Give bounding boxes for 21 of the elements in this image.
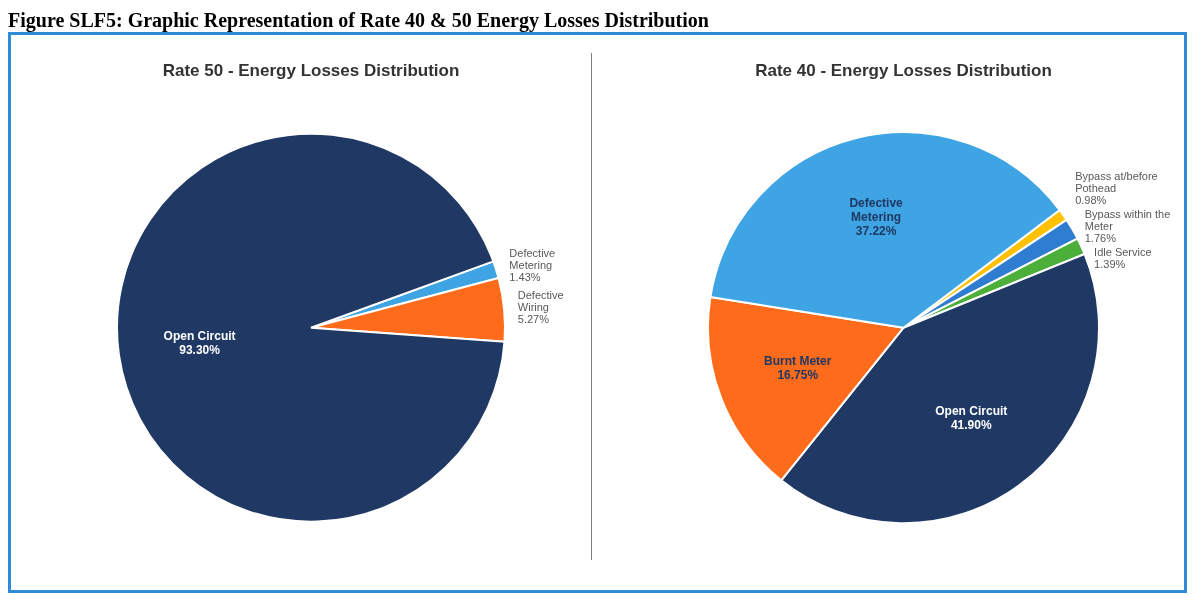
data-label: 93.30% <box>179 342 221 357</box>
slice-label: Defective Metering <box>509 247 556 272</box>
slice-label: Defective Metering <box>849 195 904 224</box>
data-label: 1.39% <box>1094 257 1126 270</box>
data-label: 5.27% <box>517 313 550 326</box>
data-label: 1.43% <box>509 271 541 284</box>
data-label: 41.90% <box>950 417 992 432</box>
slice-label: Bypass within the Meter <box>1084 207 1171 232</box>
slice-label: Burnt Meter <box>764 353 832 368</box>
data-label: 0.98% <box>1075 193 1107 206</box>
data-label: 37.22% <box>855 223 897 238</box>
data-label: 16.75% <box>777 367 819 382</box>
text: Figure SLF5: Graphic Representation of Rate 40 & 50 Energy Losses Distribution <box>8 8 710 32</box>
data-label: 1.76% <box>1084 231 1117 244</box>
slice-label: Open Circuit <box>935 403 1008 418</box>
slice-label: Bypass at/before Pothead <box>1075 169 1158 194</box>
slice-label: Open Circuit <box>163 328 236 343</box>
slice-label: Defective Wiring <box>517 289 564 314</box>
chart-title: Rate 40 - Energy Losses Distribution <box>755 60 1052 80</box>
slice-label: Idle Service <box>1094 245 1152 258</box>
chart-title: Rate 50 - Energy Losses Distribution <box>162 60 460 80</box>
